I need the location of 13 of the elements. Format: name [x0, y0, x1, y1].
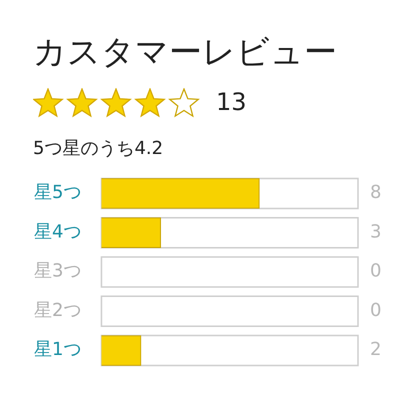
- y-tick-label: 星5つ: [34, 182, 82, 204]
- text: 13: [216, 88, 247, 116]
- y-tick-label: 星4つ: [34, 221, 82, 242]
- y-tick-label: 星2つ: [34, 300, 82, 321]
- text: 5つ星のうち4.2: [33, 137, 164, 160]
- y-tick-label: 星3つ: [34, 260, 82, 282]
- data-label: 0: [370, 300, 382, 321]
- data-label: 3: [370, 221, 382, 242]
- y-tick-label: 星1つ: [34, 339, 82, 360]
- data-label: 0: [370, 260, 382, 282]
- data-label: 8: [370, 182, 382, 204]
- data-label: 2: [370, 339, 382, 360]
- chart-title: カスタマーレビュー: [33, 31, 337, 73]
